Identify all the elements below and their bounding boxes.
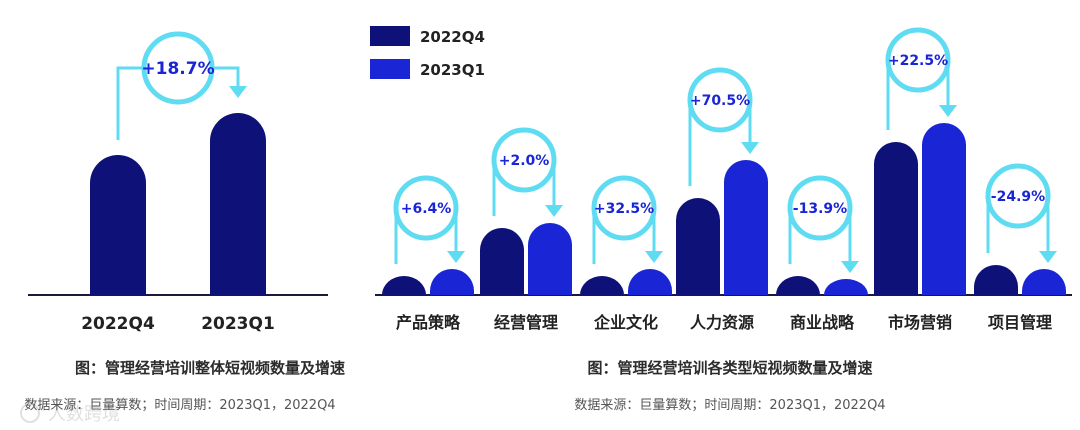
chart2-bar-2023Q1-项目管理 (1022, 269, 1066, 295)
chart2-growth-企业文化-arrow (645, 251, 663, 263)
chart2-growth-企业文化-label: +32.5% (594, 201, 654, 217)
chart1-bar-2023Q1 (210, 113, 266, 295)
watermark-icon (20, 403, 40, 423)
chart2-growth-产品策略-ring (393, 175, 459, 241)
chart2-bar-2023Q1-商业战略 (824, 279, 868, 295)
chart2-bar-2022Q4-市场营销 (874, 142, 918, 295)
chart2-tick-label: 商业战略 (790, 313, 855, 332)
watermark: 人数跨境 (20, 403, 120, 425)
chart2-bar-2022Q4-经营管理 (480, 228, 524, 295)
chart2-growth-产品策略-label: +6.4% (401, 201, 452, 217)
chart2-growth-企业文化: +32.5% (591, 175, 663, 264)
chart1-tick-label: 2022Q4 (81, 314, 155, 334)
category-chart: 产品策略 +6.4% 经营管理 +2.0% 企业文化 +32.5% 人力资源 +70.5% 商业… (375, 27, 1072, 332)
chart2-growth-项目管理-arrow (1039, 251, 1057, 263)
chart2-growth-商业战略: -13.9% (787, 175, 859, 273)
chart2-bar-2023Q1-企业文化 (628, 269, 672, 295)
watermark-text: 人数跨境 (48, 404, 120, 425)
chart1-source: 数据来源：巨量算数；时间周期：2023Q1，2022Q4 (24, 398, 336, 413)
chart2-bar-2023Q1-产品策略 (430, 269, 474, 295)
chart1-growth-ring (141, 31, 215, 105)
chart2-growth-商业战略-ring (787, 175, 853, 241)
legend-label-2022Q4: 2022Q4 (420, 28, 485, 46)
chart2-growth-商业战略-arrow (841, 261, 859, 273)
chart1-bar-2022Q4 (90, 155, 146, 295)
chart2-bar-2023Q1-市场营销 (922, 123, 966, 295)
chart2-tick-label: 产品策略 (396, 313, 461, 332)
legend-swatch-2023Q1 (370, 59, 410, 79)
chart2-tick-label: 项目管理 (988, 313, 1052, 332)
legend-swatch-2022Q4 (370, 26, 410, 46)
chart2-bar-2022Q4-项目管理 (974, 265, 1018, 295)
chart2-tick-label: 市场营销 (888, 313, 952, 332)
chart1-title: 图：管理经营培训整体短视频数量及增速 (74, 359, 345, 377)
chart2-growth-商业战略-label: -13.9% (793, 201, 847, 217)
chart2-growth-人力资源-arrow (741, 142, 759, 154)
chart2-growth-项目管理: -24.9% (985, 163, 1057, 263)
chart2-growth-人力资源-label: +70.5% (690, 93, 750, 109)
chart2-growth-经营管理-arrow (545, 205, 563, 217)
legend: 2022Q4 2023Q1 (370, 26, 485, 79)
chart2-growth-产品策略: +6.4% (393, 175, 465, 264)
chart1-growth-arrow (229, 86, 247, 98)
chart2-growth-人力资源-ring (687, 67, 753, 133)
chart2-growth-经营管理: +2.0% (491, 127, 563, 217)
chart2-bar-2022Q4-企业文化 (580, 276, 624, 295)
chart2-tick-label: 经营管理 (494, 313, 558, 332)
chart2-growth-企业文化-ring (591, 175, 657, 241)
chart2-growth-经营管理-label: +2.0% (499, 153, 550, 169)
chart2-growth-人力资源: +70.5% (687, 67, 759, 186)
chart1-growth: +18.7% (116, 31, 247, 140)
chart2-tick-label: 企业文化 (593, 313, 658, 332)
chart2-bar-2022Q4-人力资源 (676, 198, 720, 295)
chart2-title: 图：管理经营培训各类型短视频数量及增速 (587, 359, 873, 377)
chart2-bar-2022Q4-商业战略 (776, 276, 820, 295)
chart2-growth-市场营销-label: +22.5% (888, 53, 948, 69)
chart2-growth-项目管理-label: -24.9% (991, 189, 1045, 205)
chart1-growth-label: +18.7% (141, 59, 214, 79)
chart2-source: 数据来源：巨量算数；时间周期：2023Q1，2022Q4 (574, 398, 886, 413)
chart2-bar-2023Q1-经营管理 (528, 223, 572, 295)
chart2-tick-label: 人力资源 (690, 313, 754, 332)
chart1-tick-label: 2023Q1 (201, 314, 275, 334)
chart1-growth-left-line (116, 66, 144, 140)
chart2-growth-市场营销-ring (885, 27, 951, 93)
legend-label-2023Q1: 2023Q1 (420, 61, 485, 79)
chart2-bar-2023Q1-人力资源 (724, 160, 768, 295)
chart2-growth-经营管理-ring (491, 127, 557, 193)
chart2-bar-2022Q4-产品策略 (382, 276, 426, 295)
chart2-growth-市场营销-arrow (939, 105, 957, 117)
chart2-growth-市场营销: +22.5% (885, 27, 957, 130)
chart1-growth-right-line (212, 66, 240, 88)
overall-chart: 2022Q4 2023Q1 +18.7% (28, 31, 328, 334)
chart2-growth-产品策略-arrow (447, 251, 465, 263)
chart2-growth-项目管理-ring (985, 163, 1051, 229)
